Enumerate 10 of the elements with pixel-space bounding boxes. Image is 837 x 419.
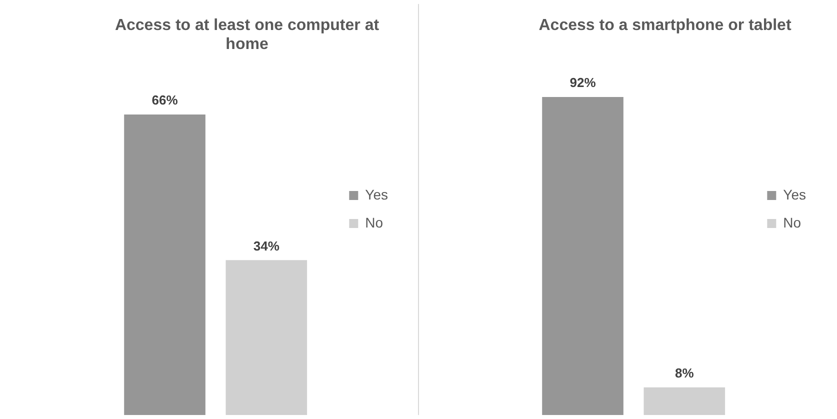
legend-label: Yes [365,186,388,202]
data-label: 92% [570,75,596,90]
data-label: 66% [152,92,178,108]
chart-title: Access to at least one computer at home [114,17,380,54]
legend-label: No [365,214,384,230]
legend-label: No [783,214,802,230]
data-label: 34% [253,238,280,254]
legend-label: Yes [783,186,806,202]
chart-title: Access to a smartphone or tablet [538,17,792,34]
data-label: 8% [675,365,694,380]
